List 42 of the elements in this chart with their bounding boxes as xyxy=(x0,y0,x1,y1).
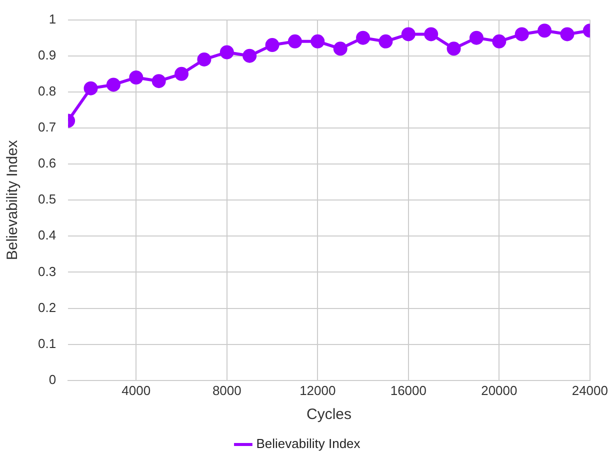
point xyxy=(514,27,529,42)
point xyxy=(106,78,120,92)
point xyxy=(265,38,280,52)
y-axis-title: Believability Index xyxy=(4,140,22,260)
y-tick-label: 0.8 xyxy=(38,84,56,98)
x-tick-label: 4000 xyxy=(122,382,151,398)
y-tick-label: 0.6 xyxy=(38,156,56,171)
y-tick-label: 0.9 xyxy=(38,47,56,62)
y-tick-label: 1 xyxy=(48,11,56,26)
legend-label: Believability Index xyxy=(256,436,361,452)
x-axis-title: Cycles xyxy=(306,406,352,424)
point xyxy=(378,34,393,48)
point xyxy=(446,42,461,56)
point xyxy=(356,30,370,45)
point xyxy=(560,27,574,42)
point xyxy=(152,74,166,88)
x-tick-label: 16000 xyxy=(390,382,426,398)
point xyxy=(129,70,144,84)
y-tick-label: 0.1 xyxy=(38,336,56,351)
x-tick-label: 24000 xyxy=(572,382,608,398)
y-tick-label: 0 xyxy=(48,372,56,387)
x-tick-label: 12000 xyxy=(300,382,336,398)
point xyxy=(310,34,325,48)
y-tick-label: 0.7 xyxy=(38,120,56,135)
point xyxy=(242,48,257,63)
y-tick-label: 0.3 xyxy=(38,264,56,279)
x-tick-label: 20000 xyxy=(481,382,518,398)
point xyxy=(333,42,348,56)
point xyxy=(538,24,552,38)
point xyxy=(401,27,416,42)
point xyxy=(220,45,234,60)
y-tick-label: 0.5 xyxy=(38,192,56,207)
point xyxy=(174,66,189,81)
y-tick-label: 0.2 xyxy=(38,300,56,315)
point xyxy=(492,34,506,48)
y-tick-label: 0.4 xyxy=(38,228,56,243)
point xyxy=(469,30,484,45)
point xyxy=(424,27,438,42)
x-tick-label: 8000 xyxy=(212,382,242,398)
point xyxy=(197,52,212,66)
point xyxy=(288,34,302,48)
point xyxy=(84,81,98,96)
